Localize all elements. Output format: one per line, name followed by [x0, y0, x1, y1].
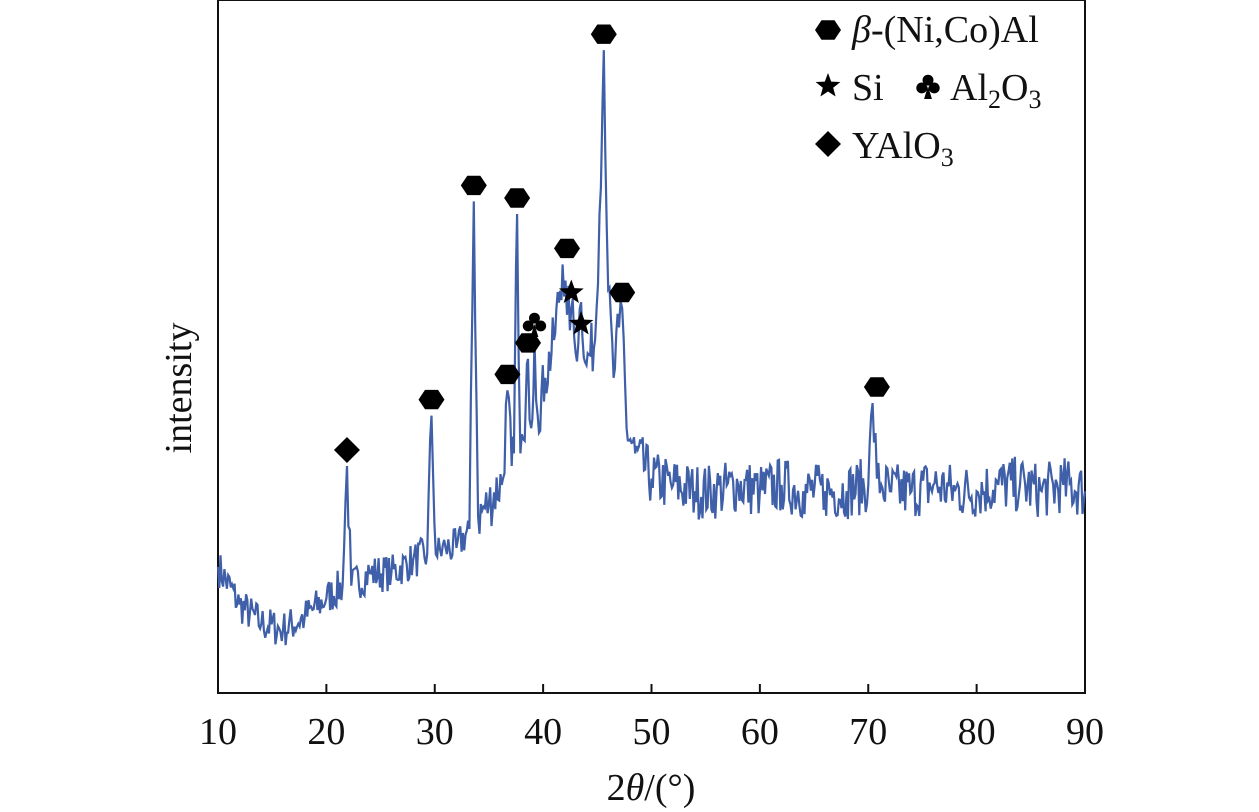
- x-axis-tick-labels: 10 20 30 40 50 60 70 80 90: [199, 711, 1104, 753]
- club-marker-icon: [916, 74, 940, 99]
- hexagon-marker-icon: [554, 238, 580, 259]
- x-tick-label: 60: [741, 711, 779, 753]
- legend-label-al2o3: Al2O3: [950, 67, 1041, 114]
- hexagon-marker-icon: [863, 377, 890, 397]
- x-tick-label: 30: [416, 711, 454, 753]
- chart-legend: β-(Ni,Co)Al Si Al2O3 YAlO3: [815, 9, 1041, 172]
- club-marker-icon: [522, 312, 547, 337]
- star-marker-icon: [558, 279, 584, 303]
- x-tick-label: 10: [199, 711, 237, 753]
- x-axis-label: 2θ/(°): [607, 767, 696, 809]
- x-axis-ticks: [217, 684, 1086, 693]
- hexagon-marker-icon: [494, 364, 521, 385]
- x-tick-label: 50: [633, 711, 671, 753]
- x-tick-label: 80: [958, 711, 996, 753]
- x-tick-label: 20: [307, 711, 345, 753]
- x-tick-label: 40: [524, 711, 562, 753]
- hexagon-marker-icon: [504, 188, 531, 208]
- peak-markers: [333, 24, 890, 463]
- hexagon-marker-icon: [515, 333, 541, 353]
- hexagon-marker-icon: [590, 24, 617, 44]
- x-tick-label: 70: [849, 711, 887, 753]
- hexagon-marker-icon: [815, 20, 841, 40]
- xrd-series-line: [216, 50, 1087, 646]
- legend-label-yalo3: YAlO3: [852, 125, 954, 172]
- x-tick-label: 90: [1066, 711, 1104, 753]
- diamond-marker-icon: [815, 131, 841, 157]
- legend-label-si: Si: [852, 67, 884, 109]
- star-marker-icon: [815, 73, 841, 97]
- y-axis-label: intensity: [158, 323, 200, 454]
- legend-label-nicoal: β-(Ni,Co)Al: [851, 9, 1039, 51]
- diamond-marker-icon: [333, 437, 360, 463]
- star-marker-icon: [568, 311, 594, 335]
- hexagon-marker-icon: [418, 389, 445, 410]
- hexagon-marker-icon: [460, 175, 487, 196]
- hexagon-marker-icon: [609, 282, 636, 303]
